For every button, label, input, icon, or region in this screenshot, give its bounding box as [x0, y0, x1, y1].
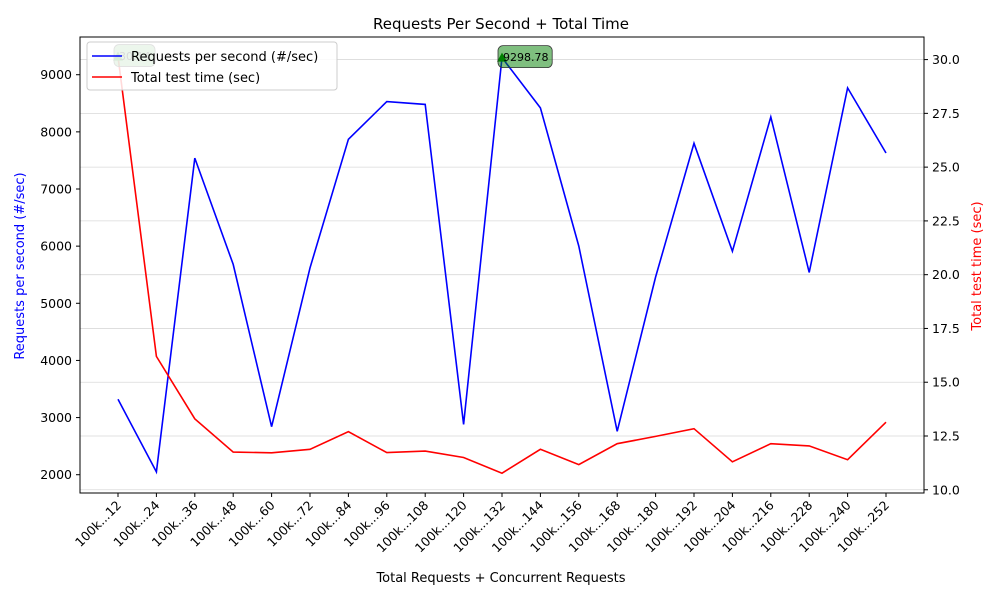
y-right-tick-label: 25.0	[932, 160, 960, 175]
y-right-tick-label: 10.0	[932, 482, 960, 497]
y-right-tick-label: 30.0	[932, 52, 960, 67]
y-right-tick-label: 12.5	[932, 429, 960, 444]
legend-label-rps: Requests per second (#/sec)	[131, 50, 318, 65]
y-left-tick-label: 9000	[40, 67, 72, 82]
y-axis-right-label: Total test time (sec)	[970, 201, 985, 331]
y-left-tick-label: 5000	[40, 296, 72, 311]
legend-label-time: Total test time (sec)	[130, 71, 260, 86]
legend: Requests per second (#/sec) Total test t…	[86, 41, 338, 91]
x-axis-label: Total Requests + Concurrent Requests	[375, 571, 625, 586]
annotation-label: 9298.78	[503, 51, 549, 64]
chart-title: Requests Per Second + Total Time	[373, 15, 629, 33]
y-left-tick-label: 8000	[40, 124, 72, 139]
y-left-tick-label: 3000	[40, 410, 72, 425]
y-right-tick-label: 15.0	[932, 375, 960, 390]
legend-box	[86, 41, 338, 91]
y-axis-left-label: Requests per second (#/sec)	[13, 172, 28, 359]
y-right-tick-label: 17.5	[932, 321, 960, 336]
annotation-box	[497, 45, 553, 69]
y-left-tick-label: 7000	[40, 182, 72, 197]
y-right-tick-label: 22.5	[932, 213, 960, 228]
y-left-tick-label: 6000	[40, 239, 72, 254]
y-right-tick-label: 20.0	[932, 267, 960, 282]
y-left-tick-label: 4000	[40, 353, 72, 368]
y-left-tick-label: 2000	[40, 467, 72, 482]
y-right-tick-label: 27.5	[932, 106, 960, 121]
series-line-total-test-time	[117, 56, 887, 475]
